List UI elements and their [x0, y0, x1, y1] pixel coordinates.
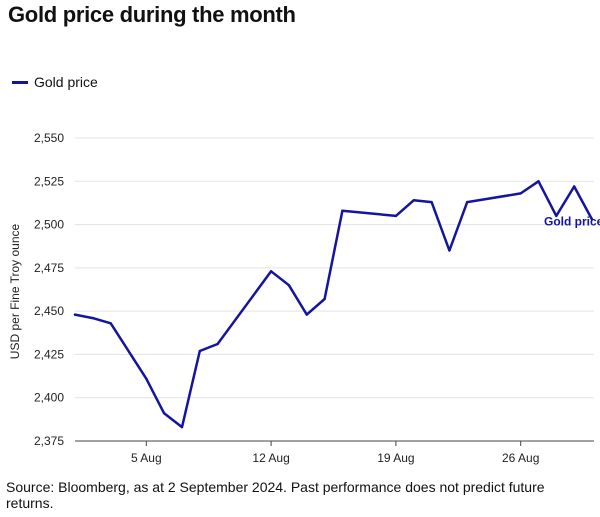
data-point — [73, 313, 77, 316]
y-tick-label: 2,425 — [34, 347, 64, 361]
data-point — [466, 200, 469, 204]
data-point — [198, 349, 201, 353]
data-point — [145, 377, 148, 380]
data-point — [590, 218, 594, 221]
data-point — [305, 313, 308, 316]
data-point — [323, 297, 326, 301]
chart-title: Gold price during the month — [8, 2, 296, 27]
y-tick-label: 2,400 — [34, 391, 64, 405]
x-tick-label: 26 Aug — [502, 451, 539, 465]
data-point — [394, 214, 398, 218]
legend-swatch — [12, 80, 28, 84]
data-point — [287, 283, 291, 287]
data-point — [109, 322, 112, 325]
data-point — [430, 200, 433, 204]
data-point — [555, 214, 558, 218]
y-tick-label: 2,450 — [34, 304, 64, 318]
x-tick-label: 19 Aug — [377, 451, 414, 465]
x-tick-label: 12 Aug — [252, 451, 289, 465]
data-point — [91, 316, 95, 320]
line-chart: 2,375 2,400 2,425 2,450 2,475 2,500 2,525 2,550… — [8, 131, 600, 465]
data-point — [162, 412, 166, 415]
data-point — [216, 342, 219, 346]
series-line — [73, 180, 594, 429]
source-note: Source: Bloomberg, as at 2 September 202… — [6, 479, 545, 511]
data-point — [448, 249, 451, 252]
legend: Gold price — [12, 74, 98, 90]
y-axis-label: USD per Fine Troy ounce — [8, 223, 22, 359]
legend-label: Gold price — [34, 74, 98, 90]
y-tick-label: 2,475 — [34, 261, 64, 275]
data-point — [412, 199, 415, 202]
y-tick-label: 2,525 — [34, 174, 64, 188]
data-point — [537, 180, 540, 183]
data-point — [269, 270, 273, 273]
y-tick-label: 2,375 — [34, 434, 64, 448]
series-end-label: Gold price — [544, 214, 600, 228]
y-tick-label: 2,500 — [34, 218, 64, 232]
data-point — [572, 185, 576, 188]
x-tick-label: 5 Aug — [131, 451, 162, 465]
data-point — [180, 425, 184, 429]
data-point — [341, 209, 344, 212]
y-tick-label: 2,550 — [34, 131, 64, 145]
data-point — [519, 192, 522, 195]
